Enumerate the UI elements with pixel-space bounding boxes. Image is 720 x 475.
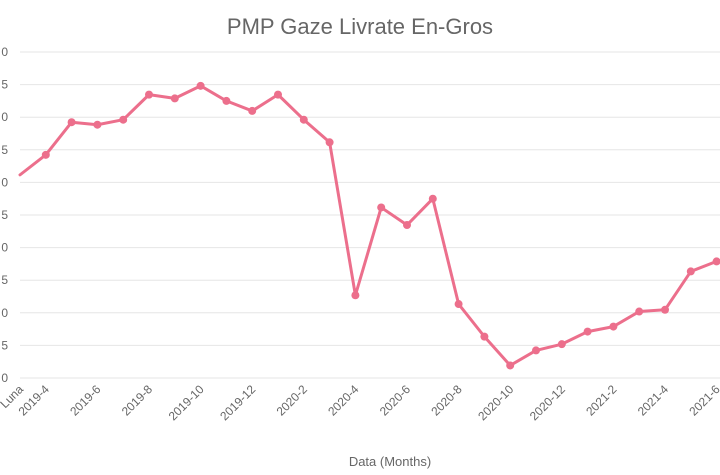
x-tick-label: 2021-6	[686, 382, 720, 419]
x-tick-label: 2020-6	[377, 382, 414, 419]
data-point[interactable]	[119, 115, 128, 124]
data-point[interactable]	[196, 81, 205, 90]
data-point[interactable]	[557, 340, 566, 349]
data-point[interactable]	[506, 361, 515, 370]
y-tick-label: 0	[1, 45, 8, 59]
data-point[interactable]	[583, 327, 592, 336]
x-tick-label: 2019-10	[166, 382, 207, 423]
x-tick-label: 2019-12	[217, 382, 258, 423]
y-tick-label: 5	[1, 78, 8, 92]
x-tick-label: 2020-10	[475, 382, 516, 423]
data-point[interactable]	[274, 90, 282, 99]
x-tick-label: 2020-2	[274, 382, 311, 419]
series-line	[18, 84, 719, 367]
data-point[interactable]	[299, 115, 308, 124]
x-tick-label: 2019-8	[119, 382, 156, 419]
data-point[interactable]	[686, 267, 695, 276]
x-tick-label: 2021-4	[635, 382, 672, 419]
y-tick-label: 5	[1, 273, 8, 287]
x-tick-label: 2020-8	[428, 382, 465, 419]
y-tick-label: 0	[1, 371, 8, 385]
y-tick-label: 5	[1, 143, 8, 157]
y-axis-ticks: 0 5 0 5 0 5 0 5 0 5 0	[1, 45, 8, 385]
data-point[interactable]	[67, 118, 76, 127]
chart-title: PMP Gaze Livrate En-Gros	[227, 14, 493, 39]
data-point[interactable]	[532, 346, 540, 355]
data-point[interactable]	[248, 106, 257, 115]
data-point[interactable]	[480, 332, 489, 341]
data-point[interactable]	[428, 194, 437, 203]
y-tick-label: 0	[1, 241, 8, 255]
data-point[interactable]	[325, 138, 334, 147]
series-layer	[18, 81, 720, 370]
data-point[interactable]	[41, 150, 50, 159]
y-tick-label: 5	[1, 208, 8, 222]
y-tick-label: 0	[1, 306, 8, 320]
x-tick-label: 2021-2	[583, 382, 620, 419]
data-point[interactable]	[403, 221, 411, 230]
y-tick-label: 0	[1, 110, 8, 124]
data-point[interactable]	[145, 90, 153, 99]
data-point[interactable]	[661, 305, 669, 314]
data-point[interactable]	[454, 300, 463, 309]
y-tick-label: 0	[1, 175, 8, 189]
data-point[interactable]	[712, 257, 720, 266]
data-point[interactable]	[609, 322, 618, 331]
data-point[interactable]	[377, 203, 386, 212]
x-tick-label: 2020-12	[527, 382, 568, 423]
x-axis-title: Data (Months)	[349, 454, 431, 469]
data-point[interactable]	[635, 307, 644, 316]
data-point[interactable]	[351, 291, 360, 300]
x-tick-label: 2020-4	[325, 382, 362, 419]
data-point[interactable]	[170, 94, 179, 103]
data-point[interactable]	[93, 120, 102, 129]
y-tick-label: 5	[1, 338, 8, 352]
data-point[interactable]	[222, 96, 231, 105]
x-tick-label: 2019-6	[67, 382, 104, 419]
